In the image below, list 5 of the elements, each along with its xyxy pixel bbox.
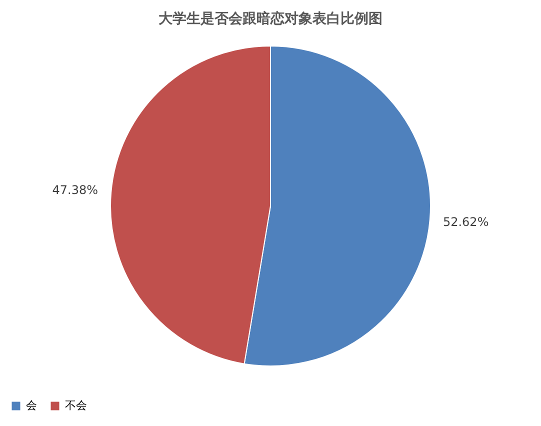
legend-label: 会 — [26, 399, 37, 412]
chart-title: 大学生是否会跟暗恋对象表白比例图 — [158, 10, 382, 27]
data-label: 52.62% — [442, 215, 489, 230]
legend-label: 不会 — [65, 399, 87, 412]
data-label: 47.38% — [52, 182, 98, 197]
